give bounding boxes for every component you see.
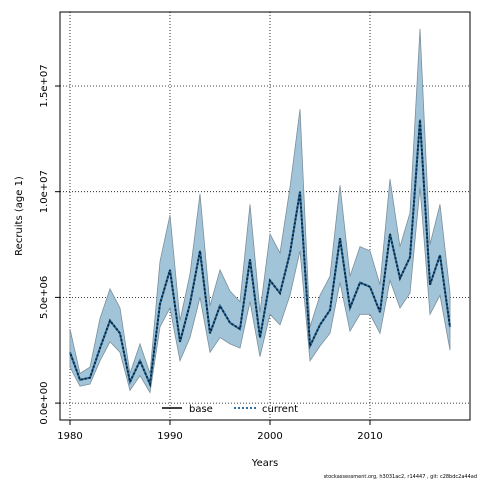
footnote: stockassessment.org, h3031ac2, r14447 , … [324, 474, 477, 480]
y-tick-label-3: 1.5e+07 [39, 64, 50, 107]
legend: base current [162, 404, 298, 415]
y-axis: 0.0e+00 5.0e+06 1.0e+07 1.5e+07 [39, 64, 60, 425]
x-tick-label-1980: 1980 [57, 431, 82, 442]
legend-label-current: current [262, 404, 298, 415]
x-tick-label-2010: 2010 [357, 431, 382, 442]
series-line-current-dots [69, 119, 451, 388]
series-line-current [69, 119, 451, 388]
x-axis-title: Years [251, 458, 278, 469]
x-axis: 1980 1990 2000 2010 [57, 420, 383, 442]
y-tick-label-0: 0.0e+00 [39, 382, 50, 425]
x-tick-label-2000: 2000 [257, 431, 282, 442]
confidence-band [69, 28, 451, 394]
y-tick-label-1: 5.0e+06 [39, 276, 50, 319]
legend-label-base: base [189, 404, 213, 415]
y-tick-label-2: 1.0e+07 [39, 170, 50, 213]
y-axis-title: Recruits (age 1) [14, 176, 25, 256]
plot-frame [59, 11, 471, 421]
x-tick-label-1990: 1990 [157, 431, 182, 442]
